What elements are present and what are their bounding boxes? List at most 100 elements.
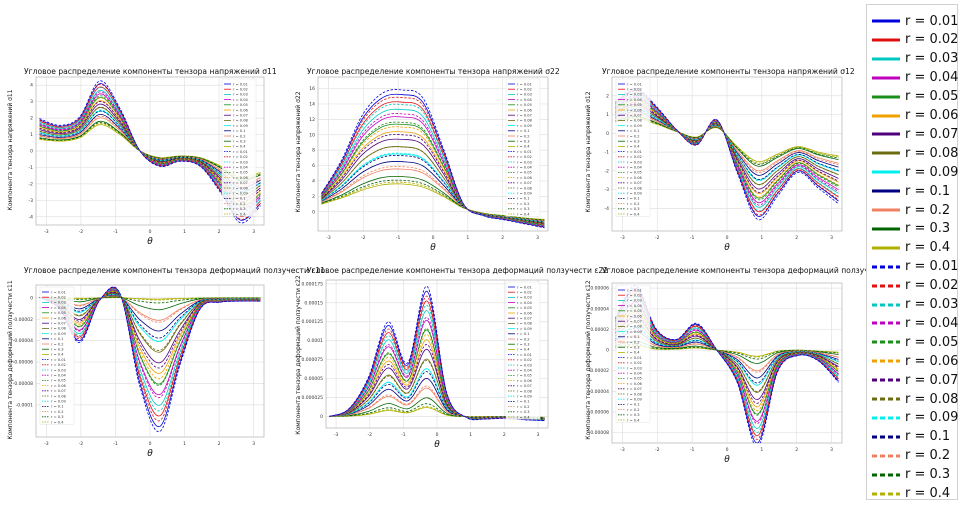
inset-legend-label: r = 0.06 bbox=[233, 176, 248, 180]
inset-legend-label: r = 0.4 bbox=[517, 145, 530, 149]
y-tick-label: 2 bbox=[606, 93, 609, 99]
inset-legend-label: r = 0.2 bbox=[517, 134, 530, 138]
y-tick-label: 3 bbox=[30, 99, 33, 105]
x-tick-label: 2 bbox=[795, 235, 798, 241]
series-line-0.08-dashed bbox=[615, 322, 839, 392]
inset-legend-label: r = 0.09 bbox=[517, 124, 532, 128]
y-tick-label: 4 bbox=[312, 178, 315, 184]
inset-legend-label: r = 0.2 bbox=[627, 134, 640, 138]
x-tick-label: 0 bbox=[436, 432, 439, 438]
series-line-0.01-dashed bbox=[321, 89, 545, 229]
inset-legend-label: r = 0.05 bbox=[517, 103, 532, 107]
legend-label: r = 0.4 bbox=[905, 486, 951, 501]
inset-legend-label: r = 0.4 bbox=[517, 348, 530, 352]
inset-legend-label: r = 0.03 bbox=[233, 160, 248, 164]
inset-legend: r = 0.01r = 0.02r = 0.03r = 0.04r = 0.05… bbox=[505, 78, 541, 217]
x-tick-label: 2 bbox=[503, 432, 506, 438]
series-line-0.04-dashed bbox=[615, 95, 839, 206]
plot-frame bbox=[611, 76, 843, 232]
inset-legend-label: r = 0.05 bbox=[627, 171, 642, 175]
inset-legend-label: r = 0.04 bbox=[627, 98, 642, 102]
x-tick-label: -1 bbox=[113, 229, 118, 235]
inset-legend-label: r = 0.3 bbox=[627, 207, 640, 211]
series-line-0.08-dashed bbox=[321, 146, 545, 224]
inset-legend-label: r = 0.1 bbox=[233, 129, 246, 133]
legend-entry: r = 0.02 bbox=[871, 275, 958, 297]
inset-legend-label: r = 0.06 bbox=[627, 108, 642, 112]
y-tick-label: 1 bbox=[606, 112, 609, 118]
series-line-0.4-dashed bbox=[321, 181, 545, 221]
inset-legend-label: r = 0.08 bbox=[233, 119, 248, 123]
y-tick-label: -4 bbox=[29, 214, 34, 220]
series-line-0.06-dashed bbox=[39, 290, 261, 380]
series-line-0.09-dashed bbox=[615, 326, 839, 386]
inset-legend-label: r = 0.02 bbox=[517, 291, 532, 295]
y-axis-label: Компонента тензора деформаций ползучести… bbox=[7, 280, 14, 440]
series-line-0.4-dashed bbox=[39, 122, 261, 180]
series-line-0.3-dashed bbox=[615, 343, 839, 360]
legend-swatch bbox=[872, 321, 900, 325]
inset-legend-label: r = 0.01 bbox=[627, 82, 642, 86]
plot-frame bbox=[317, 76, 549, 232]
inset-legend-label: r = 0.04 bbox=[517, 369, 532, 373]
inset-legend-label: r = 0.01 bbox=[517, 353, 532, 357]
inset-legend-label: r = 0.07 bbox=[517, 181, 532, 185]
inset-legend-label: r = 0.1 bbox=[627, 335, 640, 339]
inset-legend-label: r = 0.06 bbox=[517, 108, 532, 112]
inset-legend-label: r = 0.1 bbox=[517, 197, 530, 201]
series-line-0.06-dashed bbox=[615, 309, 839, 412]
inset-legend-label: r = 0.08 bbox=[517, 119, 532, 123]
inset-legend-label: r = 0.02 bbox=[233, 88, 248, 92]
inset-legend-label: r = 0.1 bbox=[51, 405, 64, 409]
legend-swatch bbox=[872, 38, 900, 42]
legend-swatch bbox=[872, 416, 900, 420]
y-tick-label: 0.00005 bbox=[304, 376, 323, 382]
legend-entry: r = 0.07 bbox=[871, 123, 958, 145]
y-tick-label: 0.000075 bbox=[302, 357, 324, 363]
legend-entry: r = 0.07 bbox=[871, 369, 958, 391]
inset-legend-label: r = 0.07 bbox=[627, 181, 642, 185]
inset-legend-label: r = 0.4 bbox=[627, 418, 640, 422]
y-tick-label: 0.000025 bbox=[302, 395, 324, 401]
legend-swatch bbox=[872, 132, 900, 136]
y-tick-label: 0.000175 bbox=[302, 281, 324, 287]
inset-legend-label: r = 0.06 bbox=[517, 176, 532, 180]
x-tick-label: -1 bbox=[690, 447, 695, 453]
series-line-0.03-dashed bbox=[329, 304, 545, 421]
inset-legend-label: r = 0.01 bbox=[233, 82, 248, 86]
inset-legend-label: r = 0.3 bbox=[627, 413, 640, 417]
x-tick-label: -1 bbox=[113, 441, 118, 447]
y-tick-label: 0 bbox=[30, 295, 33, 301]
inset-legend-label: r = 0.05 bbox=[233, 103, 248, 107]
y-tick-label: 2 bbox=[312, 194, 315, 200]
legend-label: r = 0.01 bbox=[905, 259, 959, 275]
legend-swatch bbox=[872, 246, 900, 250]
series-line-0.3-dashed bbox=[39, 296, 261, 304]
y-tick-label: -3 bbox=[605, 187, 610, 193]
x-tick-label: -3 bbox=[334, 432, 339, 438]
series-line-0.01-dashed bbox=[39, 286, 261, 432]
inset-legend-label: r = 0.04 bbox=[627, 372, 642, 376]
inset-legend-label: r = 0.06 bbox=[627, 382, 642, 386]
series-line-0.09-dashed bbox=[39, 293, 261, 342]
inset-legend-label: r = 0.01 bbox=[51, 358, 66, 362]
x-tick-label: 3 bbox=[536, 235, 539, 241]
legend-swatch bbox=[872, 454, 900, 458]
inset-legend-label: r = 0.08 bbox=[627, 325, 642, 329]
series-line-0.06-dashed bbox=[321, 126, 545, 225]
y-tick-label: 0.00004 bbox=[590, 306, 609, 312]
x-tick-label: 2 bbox=[501, 235, 504, 241]
inset-legend-label: r = 0.01 bbox=[517, 285, 532, 289]
series-line-0.08-dashed bbox=[39, 293, 261, 351]
legend-swatch bbox=[872, 435, 900, 439]
inset-legend-label: r = 0.01 bbox=[51, 290, 66, 294]
chart-title: Угловое распределение компоненты тензора… bbox=[24, 266, 325, 275]
legend-swatch bbox=[872, 359, 900, 363]
series-line-0.04-dashed bbox=[329, 317, 545, 421]
y-tick-label: 10 bbox=[309, 132, 315, 138]
inset-legend-label: r = 0.4 bbox=[517, 415, 530, 419]
plot-frame bbox=[611, 282, 843, 444]
inset-legend-label: r = 0.2 bbox=[627, 408, 640, 412]
inset-legend-label: r = 0.09 bbox=[51, 400, 66, 404]
